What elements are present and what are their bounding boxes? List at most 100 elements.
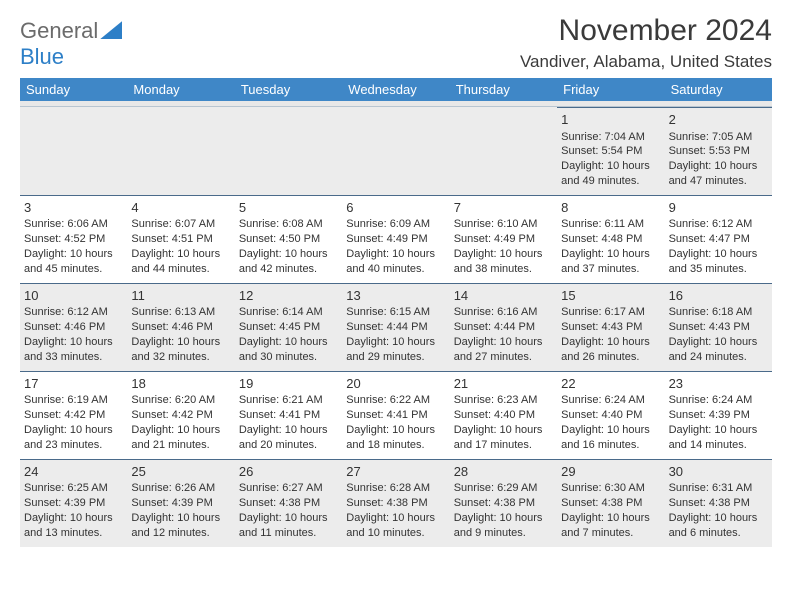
day-number: 22	[561, 375, 660, 393]
daylight-line: Daylight: 10 hours	[24, 423, 123, 438]
sunrise-line: Sunrise: 6:08 AM	[239, 217, 338, 232]
daylight-line: Daylight: 10 hours	[131, 335, 230, 350]
day-number: 30	[669, 463, 768, 481]
day-number: 5	[239, 199, 338, 217]
sunrise-line: Sunrise: 6:24 AM	[561, 393, 660, 408]
sunset-line: Sunset: 4:43 PM	[561, 320, 660, 335]
daylight-line: Daylight: 10 hours	[561, 247, 660, 262]
day-number: 28	[454, 463, 553, 481]
sunset-line: Sunset: 4:43 PM	[669, 320, 768, 335]
day-cell: 19Sunrise: 6:21 AMSunset: 4:41 PMDayligh…	[235, 371, 342, 459]
dow-tuesday: Tuesday	[235, 78, 342, 101]
month-title: November 2024	[520, 14, 772, 48]
day-number: 18	[131, 375, 230, 393]
day-number: 3	[24, 199, 123, 217]
day-number: 24	[24, 463, 123, 481]
sunrise-line: Sunrise: 6:20 AM	[131, 393, 230, 408]
sunset-line: Sunset: 4:42 PM	[24, 408, 123, 423]
day-number: 26	[239, 463, 338, 481]
daylight-line: Daylight: 10 hours	[561, 511, 660, 526]
day-cell: 25Sunrise: 6:26 AMSunset: 4:39 PMDayligh…	[127, 459, 234, 547]
day-number: 23	[669, 375, 768, 393]
day-number: 16	[669, 287, 768, 305]
daylight-line: and 6 minutes.	[669, 526, 768, 541]
sunrise-line: Sunrise: 6:06 AM	[24, 217, 123, 232]
daylight-line: and 32 minutes.	[131, 350, 230, 365]
day-number: 8	[561, 199, 660, 217]
daylight-line: and 16 minutes.	[561, 438, 660, 453]
day-cell: 4Sunrise: 6:07 AMSunset: 4:51 PMDaylight…	[127, 195, 234, 283]
daylight-line: Daylight: 10 hours	[669, 511, 768, 526]
empty-day-cell	[342, 107, 449, 195]
sunrise-line: Sunrise: 6:12 AM	[669, 217, 768, 232]
sunrise-line: Sunrise: 6:28 AM	[346, 481, 445, 496]
sunset-line: Sunset: 4:40 PM	[561, 408, 660, 423]
daylight-line: Daylight: 10 hours	[131, 423, 230, 438]
day-number: 12	[239, 287, 338, 305]
sunrise-line: Sunrise: 6:24 AM	[669, 393, 768, 408]
daylight-line: Daylight: 10 hours	[346, 423, 445, 438]
sunset-line: Sunset: 4:52 PM	[24, 232, 123, 247]
daylight-line: Daylight: 10 hours	[24, 335, 123, 350]
daylight-line: and 38 minutes.	[454, 262, 553, 277]
daylight-line: and 26 minutes.	[561, 350, 660, 365]
daylight-line: and 7 minutes.	[561, 526, 660, 541]
daylight-line: Daylight: 10 hours	[239, 247, 338, 262]
day-number: 2	[669, 111, 768, 129]
empty-day-cell	[450, 107, 557, 195]
day-number: 19	[239, 375, 338, 393]
daylight-line: and 24 minutes.	[669, 350, 768, 365]
sunrise-line: Sunrise: 6:26 AM	[131, 481, 230, 496]
day-cell: 18Sunrise: 6:20 AMSunset: 4:42 PMDayligh…	[127, 371, 234, 459]
day-cell: 14Sunrise: 6:16 AMSunset: 4:44 PMDayligh…	[450, 283, 557, 371]
day-cell: 9Sunrise: 6:12 AMSunset: 4:47 PMDaylight…	[665, 195, 772, 283]
sunset-line: Sunset: 4:42 PM	[131, 408, 230, 423]
calendar-grid: Sunday Monday Tuesday Wednesday Thursday…	[20, 78, 772, 547]
sail-icon	[100, 21, 122, 39]
empty-day-cell	[235, 107, 342, 195]
day-number: 11	[131, 287, 230, 305]
day-cell: 12Sunrise: 6:14 AMSunset: 4:45 PMDayligh…	[235, 283, 342, 371]
daylight-line: Daylight: 10 hours	[24, 511, 123, 526]
day-number: 27	[346, 463, 445, 481]
daylight-line: Daylight: 10 hours	[131, 247, 230, 262]
day-cell: 29Sunrise: 6:30 AMSunset: 4:38 PMDayligh…	[557, 459, 664, 547]
daylight-line: Daylight: 10 hours	[561, 335, 660, 350]
week-row: 10Sunrise: 6:12 AMSunset: 4:46 PMDayligh…	[20, 283, 772, 371]
sunset-line: Sunset: 4:48 PM	[561, 232, 660, 247]
daylight-line: and 20 minutes.	[239, 438, 338, 453]
day-number: 13	[346, 287, 445, 305]
day-cell: 26Sunrise: 6:27 AMSunset: 4:38 PMDayligh…	[235, 459, 342, 547]
dow-friday: Friday	[557, 78, 664, 101]
day-number: 1	[561, 111, 660, 129]
day-cell: 28Sunrise: 6:29 AMSunset: 4:38 PMDayligh…	[450, 459, 557, 547]
daylight-line: Daylight: 10 hours	[669, 423, 768, 438]
day-number: 21	[454, 375, 553, 393]
daylight-line: and 45 minutes.	[24, 262, 123, 277]
daylight-line: Daylight: 10 hours	[131, 511, 230, 526]
sunrise-line: Sunrise: 6:19 AM	[24, 393, 123, 408]
day-number: 14	[454, 287, 553, 305]
daylight-line: Daylight: 10 hours	[346, 511, 445, 526]
daylight-line: Daylight: 10 hours	[346, 335, 445, 350]
sunset-line: Sunset: 4:38 PM	[454, 496, 553, 511]
sunset-line: Sunset: 4:41 PM	[239, 408, 338, 423]
day-number: 10	[24, 287, 123, 305]
daylight-line: and 29 minutes.	[346, 350, 445, 365]
page-header: General Blue November 2024 Vandiver, Ala…	[20, 14, 772, 72]
day-cell: 11Sunrise: 6:13 AMSunset: 4:46 PMDayligh…	[127, 283, 234, 371]
daylight-line: and 37 minutes.	[561, 262, 660, 277]
daylight-line: Daylight: 10 hours	[239, 335, 338, 350]
sunrise-line: Sunrise: 6:12 AM	[24, 305, 123, 320]
day-number: 25	[131, 463, 230, 481]
sunrise-line: Sunrise: 6:07 AM	[131, 217, 230, 232]
day-cell: 21Sunrise: 6:23 AMSunset: 4:40 PMDayligh…	[450, 371, 557, 459]
day-cell: 5Sunrise: 6:08 AMSunset: 4:50 PMDaylight…	[235, 195, 342, 283]
sunrise-line: Sunrise: 6:18 AM	[669, 305, 768, 320]
dow-sunday: Sunday	[20, 78, 127, 101]
empty-day-cell	[127, 107, 234, 195]
location-subtitle: Vandiver, Alabama, United States	[520, 52, 772, 72]
day-cell: 7Sunrise: 6:10 AMSunset: 4:49 PMDaylight…	[450, 195, 557, 283]
daylight-line: Daylight: 10 hours	[669, 159, 768, 174]
empty-day-cell	[20, 107, 127, 195]
